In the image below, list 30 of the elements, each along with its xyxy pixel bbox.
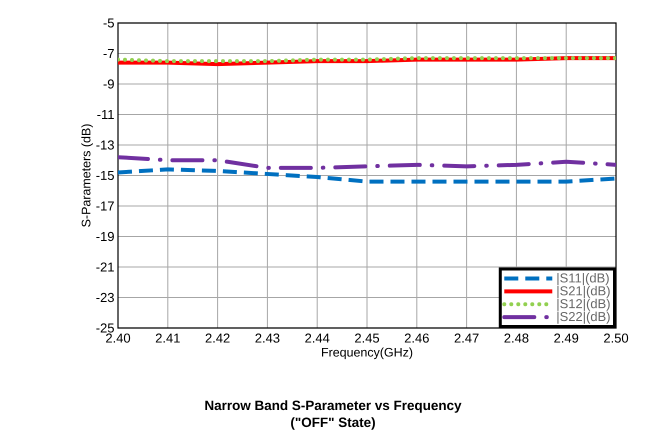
y-axis-title: S-Parameters (dB) bbox=[81, 124, 93, 227]
x-tick-label: 2.46 bbox=[404, 334, 429, 343]
y-tick-label: -11 bbox=[97, 110, 114, 119]
y-tick-label: -23 bbox=[96, 292, 114, 302]
x-tick-label: 2.50 bbox=[604, 334, 628, 343]
y-tick-label: -9 bbox=[104, 79, 114, 89]
y-tick-label: -21 bbox=[96, 262, 114, 272]
y-tick-label: -5 bbox=[104, 18, 114, 28]
y-tick-label: -17 bbox=[96, 202, 114, 210]
y-tick-label: -25 bbox=[96, 323, 114, 333]
x-tick-label: 2.41 bbox=[156, 334, 180, 343]
legend-label: |S21|(dB) bbox=[557, 286, 610, 298]
x-tick-label: 2.44 bbox=[305, 334, 330, 343]
legend-label: |S12|(dB) bbox=[557, 298, 610, 311]
x-tick-label: 2.45 bbox=[355, 334, 380, 343]
legend-label: |S11|(dB) bbox=[557, 273, 609, 286]
y-tick-label: -15 bbox=[96, 170, 114, 180]
x-tick-label: 2.48 bbox=[504, 334, 528, 343]
x-axis-title: Frequency(GHz) bbox=[322, 348, 412, 360]
y-tick-label: -13 bbox=[96, 140, 114, 150]
x-tick-label: 2.47 bbox=[454, 334, 479, 343]
x-tick-label: 2.42 bbox=[206, 334, 230, 343]
line-series bbox=[118, 155, 616, 170]
y-tick-label: -19 bbox=[96, 232, 114, 242]
x-tick-label: 2.49 bbox=[554, 334, 578, 343]
legend-label: |S22|(dB) bbox=[557, 312, 610, 324]
x-tick-label: 2.43 bbox=[255, 334, 280, 343]
y-tick-label: -7 bbox=[104, 49, 114, 58]
text: Narrow Band S-Parameter vs Frequency ("OFF" State) bbox=[205, 400, 462, 430]
x-tick-label: 2.40 bbox=[106, 334, 130, 343]
